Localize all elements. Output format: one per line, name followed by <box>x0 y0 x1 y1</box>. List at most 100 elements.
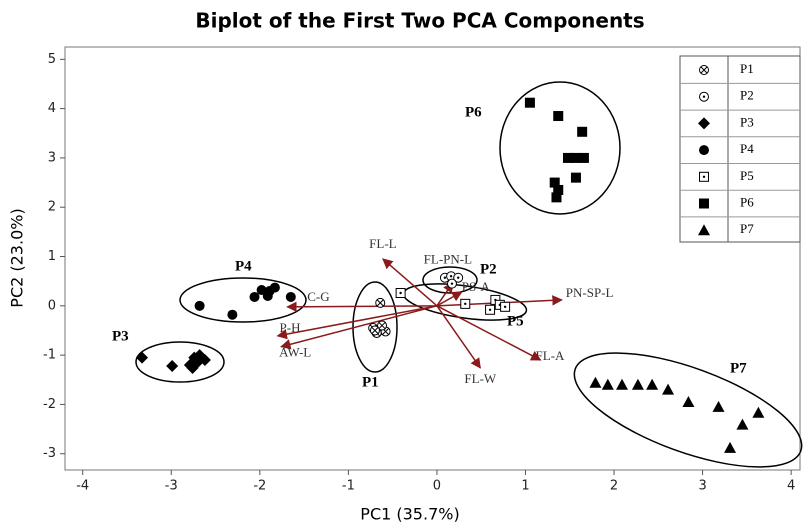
loading-label: C-G <box>307 289 329 304</box>
point <box>631 378 644 390</box>
legend-label: P3 <box>740 114 754 129</box>
marker-part <box>553 111 564 122</box>
marker-part <box>376 299 384 307</box>
point <box>562 152 573 163</box>
loading-arrow <box>382 258 438 307</box>
loading-label: FL-W <box>464 371 497 386</box>
point <box>551 192 562 203</box>
loading-arrow <box>280 305 438 350</box>
x-tick-label: -3 <box>165 479 178 494</box>
point <box>736 418 749 430</box>
loading-label: FL-PN-L <box>424 252 472 267</box>
marker-part <box>186 361 199 374</box>
point <box>752 406 765 418</box>
y-tick-label: 3 <box>48 150 56 165</box>
loading-label: PN-SP-L <box>566 285 614 300</box>
legend-label: P6 <box>740 194 754 209</box>
point <box>682 395 695 407</box>
y-tick-label: -3 <box>43 446 56 461</box>
marker-part <box>378 322 386 329</box>
marker-part <box>450 282 454 285</box>
marker-part <box>227 309 238 320</box>
ellipse <box>179 277 307 323</box>
marker-part <box>662 383 675 395</box>
legend-marker <box>699 198 709 209</box>
point <box>570 172 581 183</box>
point <box>285 291 296 302</box>
marker-part <box>136 351 149 364</box>
x-tick-label: -4 <box>76 479 89 494</box>
legend-marker <box>699 65 709 75</box>
marker-part <box>577 126 588 137</box>
y-tick-label: 1 <box>48 249 56 264</box>
group-label: P3 <box>112 328 129 344</box>
point <box>166 359 179 372</box>
marker-part <box>503 305 507 309</box>
point <box>453 272 464 283</box>
loading-arrow <box>436 291 463 307</box>
marker-part <box>616 378 629 390</box>
point <box>375 297 386 308</box>
loading-arrow <box>276 305 438 340</box>
marker-part <box>194 300 205 311</box>
marker-part <box>562 152 573 163</box>
marker-part <box>166 359 179 372</box>
x-tick-label: -2 <box>253 479 266 494</box>
group-ellipses <box>135 81 803 468</box>
x-tick-label: 2 <box>610 479 618 494</box>
marker-part <box>570 152 581 163</box>
plot-frame <box>64 46 801 471</box>
marker-part <box>601 378 614 390</box>
group-label: P1 <box>362 374 379 390</box>
legend-marker <box>699 171 709 182</box>
marker-part <box>269 282 280 293</box>
marker-part <box>549 177 560 188</box>
y-axis-label: PC2 (23.0%) <box>8 208 27 307</box>
marker-part <box>699 145 709 156</box>
point <box>549 177 560 188</box>
marker-part <box>700 66 708 74</box>
point <box>256 285 267 296</box>
point <box>377 320 388 331</box>
legend-marker <box>699 91 709 102</box>
loading-arrow <box>436 305 481 369</box>
point <box>589 376 602 388</box>
point <box>460 298 471 309</box>
x-axis-label: PC1 (35.7%) <box>360 505 459 524</box>
marker-part <box>262 290 273 301</box>
point <box>485 304 496 315</box>
point <box>578 152 589 163</box>
point <box>369 325 380 336</box>
point <box>616 378 629 390</box>
marker-part <box>698 117 710 130</box>
marker-part <box>589 376 602 388</box>
legend-marker <box>698 224 710 236</box>
point <box>262 290 273 301</box>
point <box>136 351 149 364</box>
marker-part <box>631 378 644 390</box>
marker-part <box>702 95 706 98</box>
y-tick-label: -1 <box>43 348 56 363</box>
marker-part <box>464 302 467 306</box>
ellipse <box>573 352 803 468</box>
marker-part <box>524 97 535 108</box>
point <box>500 301 511 312</box>
x-tick-label: 3 <box>698 479 706 494</box>
marker-part <box>702 175 706 178</box>
marker-part <box>285 291 296 302</box>
loading-label: PS-A <box>462 279 491 294</box>
marker-part <box>712 400 725 412</box>
group-label: P7 <box>730 360 747 376</box>
marker-part <box>682 395 695 407</box>
point <box>269 282 280 293</box>
point <box>577 126 588 137</box>
point <box>601 378 614 390</box>
group-label: P4 <box>235 258 252 274</box>
point <box>724 441 737 453</box>
legend-label: P4 <box>740 141 754 156</box>
x-tick-label: 4 <box>787 479 795 494</box>
marker-part <box>443 276 447 279</box>
point <box>395 288 406 299</box>
point <box>712 400 725 412</box>
loading-label: FL-L <box>369 236 397 251</box>
